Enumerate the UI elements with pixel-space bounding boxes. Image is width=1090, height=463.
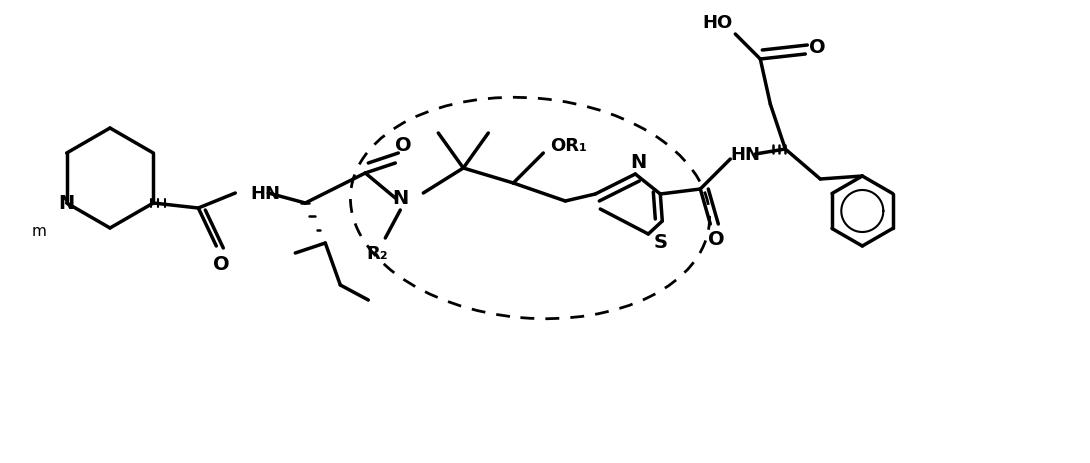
Text: HO: HO: [702, 14, 732, 32]
Text: HN: HN: [730, 146, 761, 163]
Text: m: m: [32, 224, 46, 239]
Text: O: O: [213, 255, 230, 274]
Text: O: O: [708, 230, 725, 249]
Text: HN: HN: [251, 185, 280, 202]
Text: OR₁: OR₁: [549, 137, 586, 155]
Text: R₂: R₂: [366, 244, 388, 263]
Text: O: O: [809, 38, 825, 57]
Text: N: N: [630, 153, 646, 172]
Text: S: S: [653, 233, 667, 252]
Text: O: O: [395, 136, 412, 155]
Text: N: N: [392, 189, 409, 208]
Text: N: N: [59, 194, 75, 213]
